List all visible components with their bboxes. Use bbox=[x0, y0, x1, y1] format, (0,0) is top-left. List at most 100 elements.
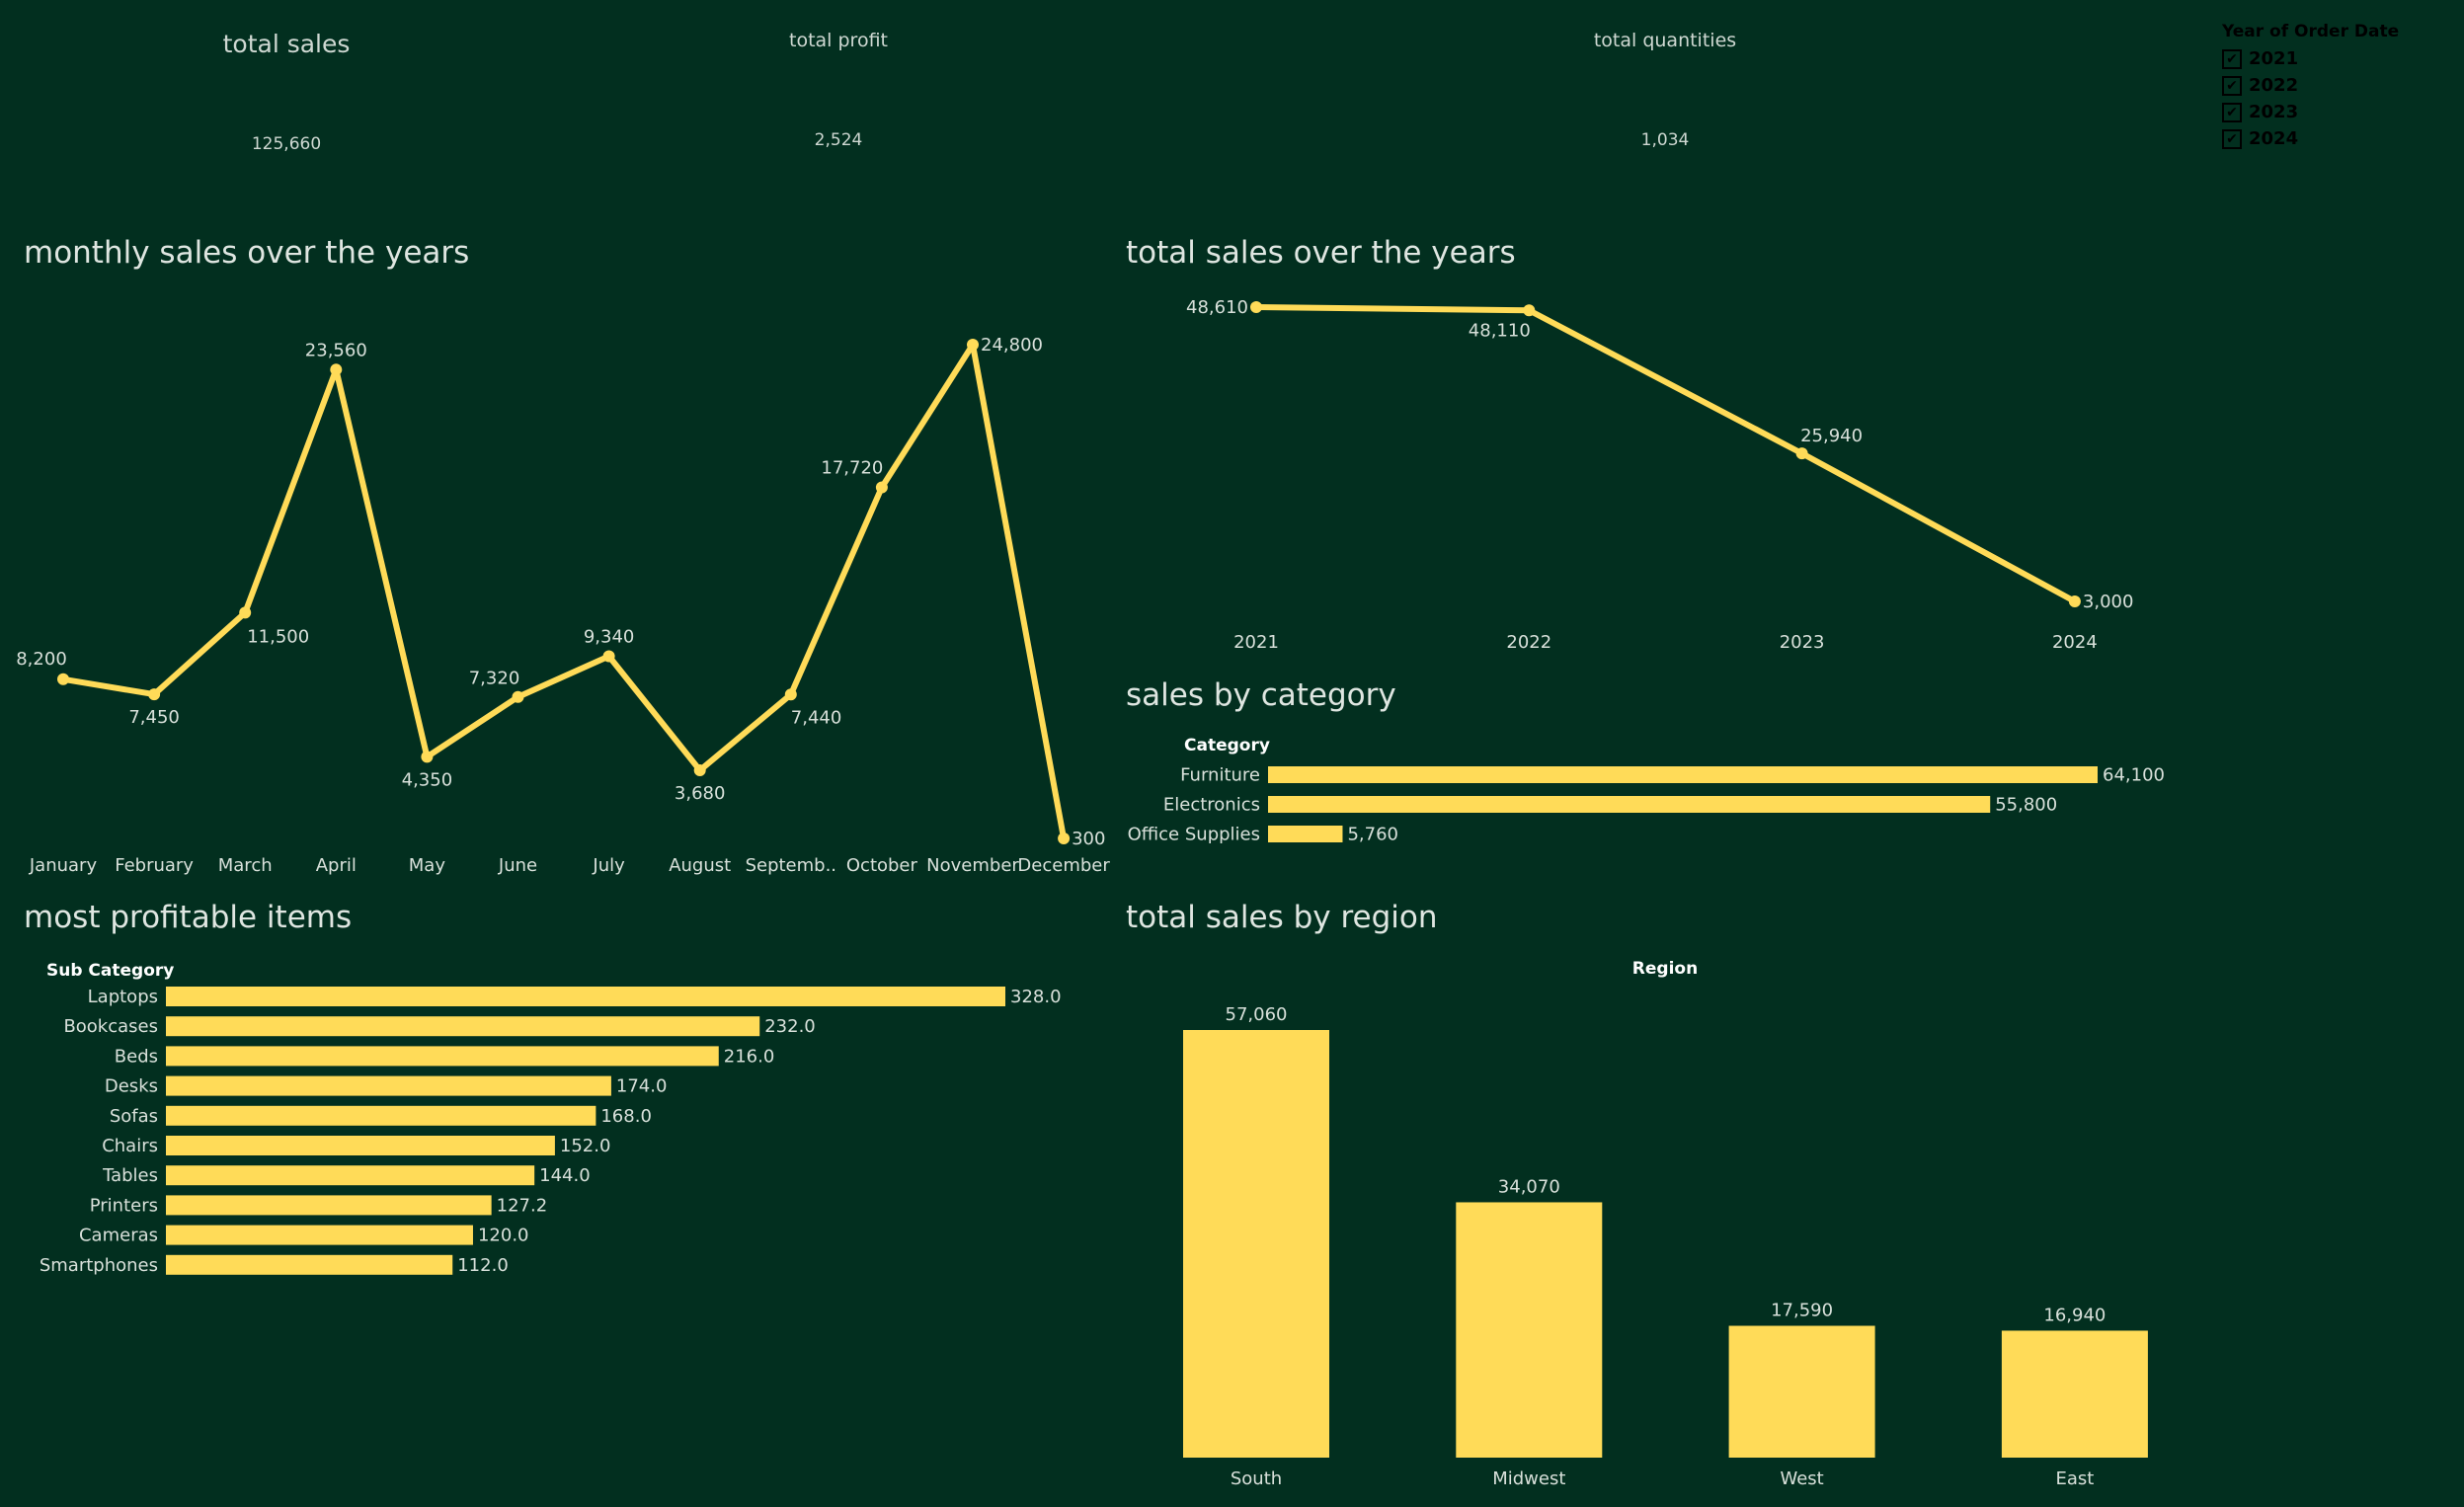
monthly-sales-point bbox=[512, 690, 524, 703]
category-sales-title: sales by category bbox=[1126, 677, 1396, 713]
monthly-sales-tick-label: August bbox=[669, 855, 731, 876]
total-profit-value: 2,524 bbox=[814, 130, 863, 150]
monthly-sales-data-label: 4,350 bbox=[402, 769, 453, 790]
monthly-sales-point bbox=[57, 673, 69, 685]
profitable-items-bar bbox=[166, 1225, 473, 1245]
checkbox-checked-icon[interactable]: ✔ bbox=[2222, 128, 2242, 149]
profitable-items-bar bbox=[166, 1105, 596, 1126]
monthly-sales-data-label: 3,680 bbox=[675, 783, 726, 804]
region-sales-bar bbox=[2001, 1330, 2148, 1458]
profitable-items-category-label: Bookcases bbox=[63, 1016, 158, 1037]
region-sales-data-label: 17,590 bbox=[1771, 1301, 1833, 1321]
profitable-items-data-label: 168.0 bbox=[600, 1106, 652, 1127]
monthly-sales-tick-label: February bbox=[115, 855, 194, 876]
monthly-sales-tick-label: January bbox=[29, 855, 98, 876]
region-sales-bar bbox=[1456, 1202, 1603, 1458]
yearly-sales-point bbox=[1795, 447, 1808, 460]
yearly-sales-data-label: 25,940 bbox=[1800, 426, 1863, 446]
profitable-items-category-label: Desks bbox=[105, 1076, 158, 1097]
monthly-sales-data-label: 9,340 bbox=[584, 627, 635, 648]
yearly-sales-tick-label: 2024 bbox=[2052, 632, 2098, 653]
category-sales-bar bbox=[1268, 826, 1343, 842]
total-quantities-value: 1,034 bbox=[1640, 130, 1690, 150]
sub-category-header: Sub Category bbox=[46, 961, 175, 981]
profitable-items-category-label: Laptops bbox=[88, 987, 158, 1007]
profitable-items-bar bbox=[166, 1195, 492, 1216]
category-sales-data-label: 55,800 bbox=[1995, 795, 2057, 816]
category-sales-category-label: Furniture bbox=[1180, 765, 1260, 786]
year-filter-item[interactable]: ✔ 2024 bbox=[2222, 125, 2399, 152]
total-profit-title: total profit bbox=[789, 30, 888, 51]
monthly-sales-data-label: 8,200 bbox=[16, 649, 67, 670]
profitable-items-category-label: Smartphones bbox=[40, 1255, 158, 1276]
year-filter: Year of Order Date ✔ 2021 ✔ 2022 ✔ 2023 ✔ 20… bbox=[2222, 22, 2399, 152]
category-sales-chart: Furniture 64,100 Electronics 55,800 Office S… bbox=[1128, 765, 2165, 845]
category-sales-data-label: 64,100 bbox=[2103, 765, 2165, 786]
year-filter-item[interactable]: ✔ 2022 bbox=[2222, 72, 2399, 99]
region-sales-tick-label: West bbox=[1780, 1468, 1823, 1489]
yearly-sales-data-label: 48,610 bbox=[1186, 297, 1248, 318]
profitable-items-data-label: 152.0 bbox=[560, 1136, 611, 1156]
monthly-sales-data-label: 7,320 bbox=[469, 669, 520, 689]
profitable-items-chart: Laptops 328.0 Bookcases 232.0 Beds 216.0 Desks… bbox=[40, 987, 1062, 1276]
year-filter-label: 2023 bbox=[2249, 102, 2299, 122]
yearly-sales-tick-label: 2023 bbox=[1780, 632, 1825, 653]
yearly-sales-tick-label: 2021 bbox=[1233, 632, 1279, 653]
region-sales-bar bbox=[1183, 1030, 1329, 1458]
monthly-sales-tick-label: July bbox=[592, 855, 625, 876]
region-sales-bar bbox=[1728, 1325, 1875, 1458]
monthly-sales-data-label: 7,440 bbox=[791, 707, 842, 728]
region-sales-chart: 57,060 South 34,070 Midwest 17,590 West 16,940… bbox=[1183, 1004, 2148, 1489]
region-sales-data-label: 34,070 bbox=[1498, 1176, 1560, 1197]
category-sales-data-label: 5,760 bbox=[1347, 825, 1398, 845]
yearly-sales-data-label: 3,000 bbox=[2083, 592, 2134, 612]
monthly-sales-tick-label: March bbox=[218, 855, 273, 876]
profitable-items-category-label: Beds bbox=[115, 1046, 158, 1067]
monthly-sales-point bbox=[148, 688, 161, 701]
total-quantities-title: total quantities bbox=[1593, 30, 1737, 51]
monthly-sales-data-label: 300 bbox=[1072, 829, 1105, 849]
monthly-sales-point bbox=[330, 363, 343, 376]
region-sales-data-label: 57,060 bbox=[1226, 1004, 1288, 1025]
profitable-items-data-label: 112.0 bbox=[457, 1255, 509, 1276]
monthly-sales-point bbox=[421, 751, 434, 763]
region-sales-tick-label: Midwest bbox=[1492, 1468, 1565, 1489]
region-sales-title: total sales by region bbox=[1126, 900, 1438, 935]
region-sales-tick-label: South bbox=[1231, 1468, 1282, 1489]
monthly-sales-point bbox=[784, 688, 797, 701]
category-sales-category-label: Electronics bbox=[1163, 795, 1260, 816]
yearly-sales-chart: 48,610 2021 48,110 2022 25,940 2023 3,000 2024 bbox=[1186, 297, 2134, 653]
category-sales-bar bbox=[1268, 766, 2098, 783]
year-filter-item[interactable]: ✔ 2023 bbox=[2222, 99, 2399, 125]
yearly-sales-point bbox=[1523, 304, 1536, 317]
monthly-sales-point bbox=[239, 606, 252, 619]
checkbox-checked-icon[interactable]: ✔ bbox=[2222, 48, 2242, 69]
checkbox-checked-icon[interactable]: ✔ bbox=[2222, 75, 2242, 96]
year-filter-title: Year of Order Date bbox=[2222, 22, 2400, 41]
profitable-items-data-label: 216.0 bbox=[724, 1046, 775, 1067]
profitable-items-data-label: 144.0 bbox=[539, 1165, 591, 1186]
monthly-sales-tick-label: December bbox=[1017, 855, 1110, 876]
checkbox-checked-icon[interactable]: ✔ bbox=[2222, 102, 2242, 122]
year-filter-item[interactable]: ✔ 2021 bbox=[2222, 45, 2399, 72]
monthly-sales-title: monthly sales over the years bbox=[24, 235, 470, 271]
region-sales-tick-label: East bbox=[2055, 1468, 2094, 1489]
monthly-sales-point bbox=[875, 481, 888, 494]
year-filter-label: 2022 bbox=[2249, 75, 2299, 96]
monthly-sales-line bbox=[62, 342, 1068, 839]
monthly-sales-tick-label: June bbox=[498, 855, 537, 876]
monthly-sales-chart: 8,200 January 7,450 February 11,500 March 23,5… bbox=[16, 335, 1110, 876]
category-header: Category bbox=[1184, 736, 1270, 755]
monthly-sales-tick-label: Septemb.. bbox=[746, 855, 836, 876]
profitable-items-data-label: 120.0 bbox=[478, 1226, 529, 1246]
monthly-sales-data-label: 17,720 bbox=[821, 457, 883, 478]
yearly-sales-point bbox=[2068, 595, 2081, 607]
total-sales-value: 125,660 bbox=[251, 134, 322, 154]
profitable-items-bar bbox=[166, 1165, 535, 1186]
profitable-items-category-label: Tables bbox=[102, 1165, 158, 1186]
monthly-sales-tick-label: April bbox=[316, 855, 357, 876]
region-sales-data-label: 16,940 bbox=[2043, 1305, 2106, 1325]
profitable-items-data-label: 328.0 bbox=[1010, 987, 1062, 1007]
monthly-sales-data-label: 7,450 bbox=[128, 707, 180, 728]
monthly-sales-point bbox=[967, 339, 979, 351]
